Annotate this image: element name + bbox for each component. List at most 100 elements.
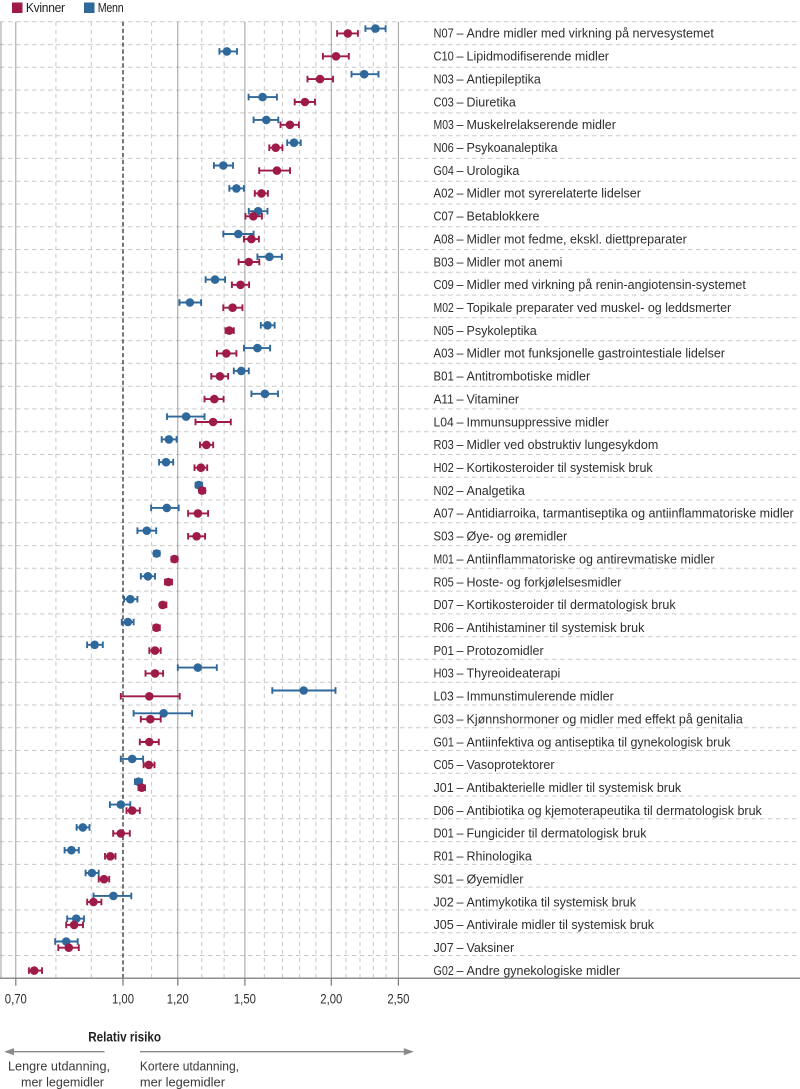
svg-text:0,70: 0,70 — [5, 991, 27, 1007]
svg-text:N03: N03 — [434, 72, 454, 86]
svg-text:D06: D06 — [434, 804, 454, 818]
svg-text:G03: G03 — [434, 713, 454, 727]
svg-text:–: – — [457, 850, 464, 864]
svg-text:B03: B03 — [434, 255, 454, 269]
svg-text:–: – — [457, 507, 464, 521]
svg-text:Fungicider til dermatologisk b: Fungicider til dermatologisk bruk — [467, 827, 648, 841]
svg-text:Antimykotika til systemisk bru: Antimykotika til systemisk bruk — [467, 895, 637, 909]
svg-text:–: – — [457, 735, 464, 749]
svg-text:D07: D07 — [434, 598, 454, 612]
svg-text:Vitaminer: Vitaminer — [467, 392, 520, 406]
svg-text:Muskelrelakserende midler: Muskelrelakserende midler — [467, 118, 616, 132]
svg-text:Vaksiner: Vaksiner — [467, 941, 515, 955]
svg-text:–: – — [457, 210, 464, 224]
svg-text:G01: G01 — [434, 735, 454, 749]
svg-text:Lipidmodifiserende midler: Lipidmodifiserende midler — [467, 50, 609, 64]
svg-text:J01: J01 — [434, 781, 454, 795]
svg-text:Hoste- og forkjølelsesmidler: Hoste- og forkjølelsesmidler — [467, 575, 622, 589]
svg-text:C10: C10 — [434, 50, 454, 64]
svg-text:N07: N07 — [434, 27, 454, 41]
svg-text:2,50: 2,50 — [387, 991, 409, 1007]
svg-text:Kjønnshormoner og midler med e: Kjønnshormoner og midler med effekt på g… — [467, 713, 743, 727]
svg-text:–: – — [457, 781, 464, 795]
svg-text:Vasoprotektorer: Vasoprotektorer — [467, 758, 555, 772]
svg-text:Antidiarroika, tarmantiseptika: Antidiarroika, tarmantiseptika og antiin… — [467, 507, 794, 521]
svg-text:Midler mot syrerelaterte lidel: Midler mot syrerelaterte lidelser — [467, 187, 641, 201]
svg-text:–: – — [457, 575, 464, 589]
svg-text:Protozomidler: Protozomidler — [467, 644, 544, 658]
svg-text:Menn: Menn — [98, 0, 124, 15]
svg-text:Andre gynekologiske midler: Andre gynekologiske midler — [467, 964, 621, 978]
svg-text:–: – — [457, 255, 464, 269]
svg-text:H02: H02 — [434, 461, 454, 475]
svg-text:A08: A08 — [434, 232, 454, 246]
svg-text:–: – — [457, 621, 464, 635]
svg-text:J05: J05 — [434, 918, 454, 932]
svg-text:–: – — [457, 964, 464, 978]
svg-text:Antiepileptika: Antiepileptika — [467, 72, 541, 86]
svg-text:Urologika: Urologika — [467, 164, 520, 178]
svg-text:Andre midler med virkning på n: Andre midler med virkning på nervesystem… — [467, 27, 715, 41]
svg-text:Betablokkere: Betablokkere — [467, 210, 540, 224]
svg-text:Immunsuppressive midler: Immunsuppressive midler — [467, 415, 609, 429]
svg-text:J02: J02 — [434, 895, 454, 909]
svg-text:M03: M03 — [434, 118, 454, 132]
svg-text:–: – — [457, 141, 464, 155]
svg-text:–: – — [457, 804, 464, 818]
svg-text:–: – — [457, 27, 464, 41]
svg-text:–: – — [457, 827, 464, 841]
svg-text:J07: J07 — [434, 941, 454, 955]
svg-text:1,50: 1,50 — [234, 991, 256, 1007]
svg-text:H03: H03 — [434, 667, 454, 681]
svg-text:Antibakterielle midler til sys: Antibakterielle midler til systemisk bru… — [467, 781, 682, 795]
svg-text:N06: N06 — [434, 141, 454, 155]
svg-text:2,00: 2,00 — [320, 991, 342, 1007]
svg-text:1,20: 1,20 — [167, 991, 189, 1007]
svg-text:–: – — [457, 667, 464, 681]
svg-text:–: – — [457, 758, 464, 772]
svg-text:–: – — [457, 392, 464, 406]
svg-text:Topikale preparater ved muskel: Topikale preparater ved muskel- og ledds… — [467, 301, 732, 315]
svg-text:S01: S01 — [434, 873, 454, 887]
svg-text:Psykoanaleptika: Psykoanaleptika — [467, 141, 558, 155]
svg-text:R06: R06 — [434, 621, 454, 635]
svg-text:–: – — [457, 72, 464, 86]
svg-text:Thyreoideaterapi: Thyreoideaterapi — [467, 667, 561, 681]
svg-text:Psykoleptika: Psykoleptika — [467, 324, 537, 338]
svg-text:Antiinflammatoriske og antirev: Antiinflammatoriske og antirevmatiske mi… — [467, 552, 715, 566]
svg-text:Antihistaminer til systemisk b: Antihistaminer til systemisk bruk — [467, 621, 646, 635]
svg-text:Kortere utdanning,: Kortere utdanning, — [140, 1059, 239, 1074]
svg-text:–: – — [457, 530, 464, 544]
svg-text:N05: N05 — [434, 324, 454, 338]
svg-text:A11: A11 — [434, 392, 454, 406]
svg-text:–: – — [457, 873, 464, 887]
svg-text:–: – — [457, 118, 464, 132]
svg-text:–: – — [457, 50, 464, 64]
svg-text:P01: P01 — [434, 644, 454, 658]
svg-text:Kortikosteroider til dermatolo: Kortikosteroider til dermatologisk bruk — [467, 598, 677, 612]
svg-text:Øye- og øremidler: Øye- og øremidler — [467, 530, 568, 544]
svg-text:C03: C03 — [434, 95, 454, 109]
svg-text:Kortikosteroider til systemisk: Kortikosteroider til systemisk bruk — [467, 461, 654, 475]
svg-text:S03: S03 — [434, 530, 454, 544]
svg-text:Midler med virkning på renin-a: Midler med virkning på renin-angiotensin… — [467, 278, 747, 292]
svg-text:L04: L04 — [434, 415, 454, 429]
svg-text:D01: D01 — [434, 827, 454, 841]
svg-text:Immunstimulerende midler: Immunstimulerende midler — [467, 690, 614, 704]
svg-text:Antitrombotiske midler: Antitrombotiske midler — [467, 370, 591, 384]
svg-text:–: – — [457, 164, 464, 178]
svg-text:L03: L03 — [434, 690, 454, 704]
svg-text:A02: A02 — [434, 187, 454, 201]
svg-text:Øyemidler: Øyemidler — [467, 873, 524, 887]
svg-text:–: – — [457, 232, 464, 246]
svg-text:A03: A03 — [434, 347, 454, 361]
svg-text:C09: C09 — [434, 278, 454, 292]
svg-text:G02: G02 — [434, 964, 454, 978]
svg-text:G04: G04 — [434, 164, 454, 178]
svg-text:–: – — [457, 941, 464, 955]
svg-text:–: – — [457, 324, 464, 338]
svg-text:Relativ risiko: Relativ risiko — [88, 1030, 161, 1045]
svg-text:–: – — [457, 347, 464, 361]
svg-text:Midler mot funksjonelle gastro: Midler mot funksjonelle gastrointestiale… — [467, 347, 725, 361]
svg-text:–: – — [457, 301, 464, 315]
